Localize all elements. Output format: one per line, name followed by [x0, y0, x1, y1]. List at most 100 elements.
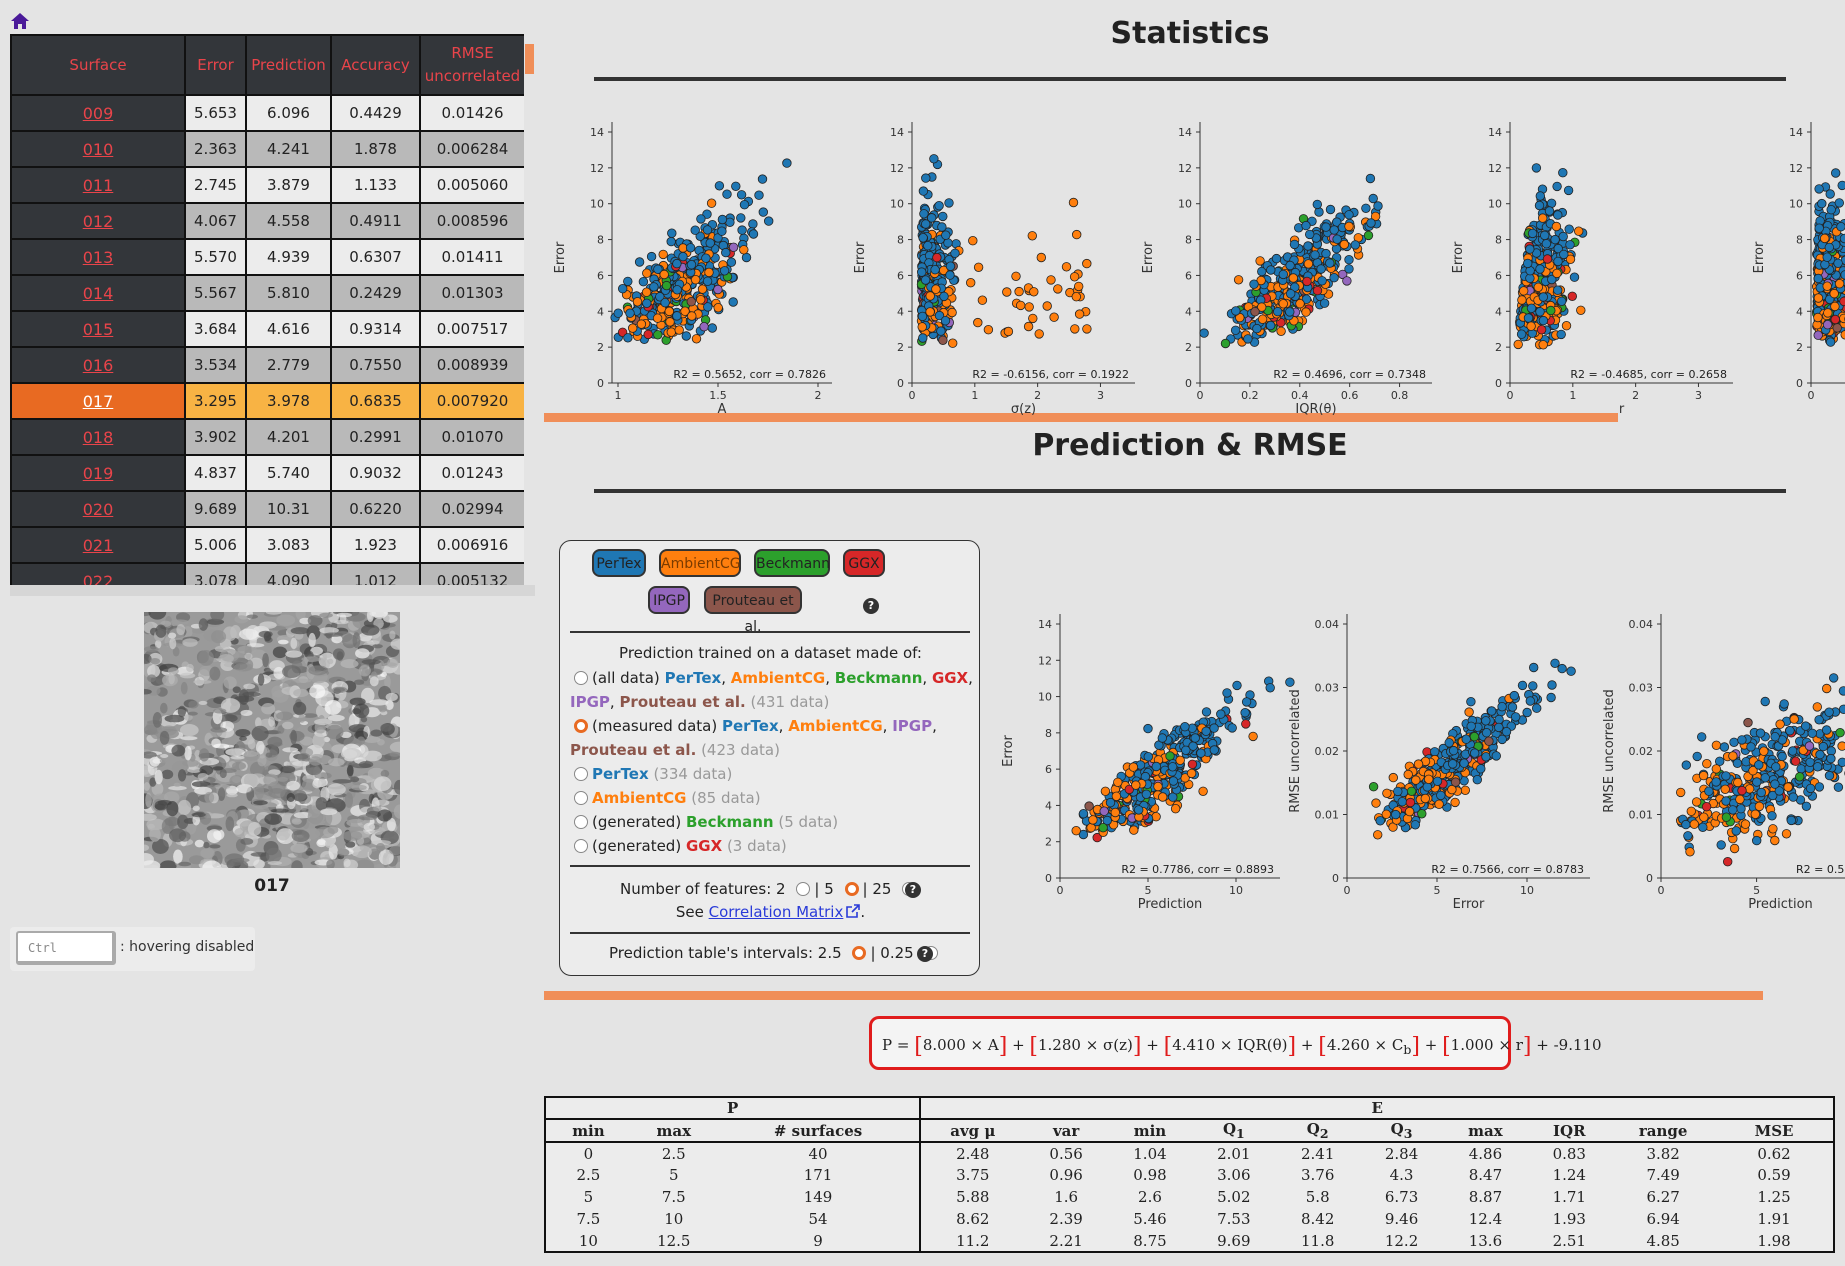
- data-point[interactable]: [1266, 265, 1276, 275]
- data-point[interactable]: [1729, 843, 1740, 854]
- data-point[interactable]: [658, 249, 668, 260]
- table-row[interactable]: 021 5.006 3.083 1.923 0.006916: [10, 526, 524, 564]
- data-point[interactable]: [713, 284, 723, 295]
- data-point[interactable]: [1837, 757, 1845, 767]
- data-point[interactable]: [1285, 260, 1295, 271]
- data-point[interactable]: [1768, 824, 1778, 834]
- features-5-radio[interactable]: [796, 882, 811, 896]
- data-point[interactable]: [1789, 714, 1799, 724]
- data-point[interactable]: [702, 209, 712, 219]
- data-point[interactable]: [1436, 790, 1446, 801]
- data-point[interactable]: [731, 181, 741, 192]
- data-point[interactable]: [1525, 696, 1536, 706]
- table-row[interactable]: 010 2.363 4.241 1.878 0.006284: [10, 130, 524, 168]
- data-point[interactable]: [1084, 801, 1094, 811]
- data-point[interactable]: [691, 334, 702, 344]
- data-point[interactable]: [1190, 733, 1200, 743]
- data-point[interactable]: [1573, 226, 1584, 236]
- data-point[interactable]: [934, 310, 945, 321]
- dataset-option[interactable]: AmbientCG (85 data): [574, 789, 761, 807]
- data-point[interactable]: [1249, 279, 1259, 289]
- features-25-radio[interactable]: [844, 882, 859, 896]
- data-point[interactable]: [625, 308, 635, 318]
- dataset-radio[interactable]: [574, 791, 588, 805]
- dataset-option[interactable]: (measured data) PerTex, AmbientCG, IPGP,: [574, 717, 937, 735]
- data-point[interactable]: [613, 308, 623, 318]
- data-point[interactable]: [1737, 735, 1747, 745]
- data-point[interactable]: [1537, 213, 1548, 223]
- data-point[interactable]: [1272, 306, 1283, 317]
- data-point[interactable]: [649, 282, 659, 292]
- surface-link[interactable]: 015: [82, 319, 114, 339]
- data-point[interactable]: [1373, 201, 1383, 211]
- data-point[interactable]: [947, 307, 957, 318]
- data-point[interactable]: [983, 325, 994, 335]
- data-point[interactable]: [930, 265, 940, 275]
- data-point[interactable]: [1397, 797, 1408, 807]
- data-point[interactable]: [642, 268, 652, 278]
- data-point[interactable]: [685, 243, 696, 253]
- data-point[interactable]: [1552, 268, 1562, 279]
- data-point[interactable]: [1131, 780, 1141, 790]
- data-point[interactable]: [1774, 786, 1785, 796]
- legend-chip-ambientcg[interactable]: AmbientCG: [659, 549, 741, 577]
- data-point[interactable]: [702, 225, 713, 235]
- data-point[interactable]: [1832, 323, 1842, 333]
- data-point[interactable]: [1248, 731, 1258, 742]
- data-point[interactable]: [1698, 822, 1708, 833]
- data-point[interactable]: [1405, 797, 1416, 808]
- data-point[interactable]: [918, 233, 928, 243]
- data-point[interactable]: [737, 225, 747, 235]
- data-point[interactable]: [923, 240, 933, 251]
- data-point[interactable]: [1143, 752, 1154, 762]
- data-point[interactable]: [714, 181, 725, 191]
- data-point[interactable]: [1481, 716, 1491, 726]
- surface-link[interactable]: 017: [82, 391, 114, 411]
- data-point[interactable]: [722, 189, 732, 199]
- data-point[interactable]: [1461, 734, 1471, 744]
- data-point[interactable]: [1813, 273, 1824, 284]
- data-point[interactable]: [1157, 733, 1168, 743]
- data-point[interactable]: [1754, 801, 1765, 812]
- data-point[interactable]: [1240, 708, 1250, 718]
- data-point[interactable]: [1824, 242, 1835, 253]
- data-point[interactable]: [1250, 307, 1260, 317]
- data-point[interactable]: [1316, 264, 1326, 274]
- data-point[interactable]: [1497, 702, 1507, 712]
- data-point[interactable]: [1735, 794, 1745, 805]
- data-point[interactable]: [1143, 723, 1153, 734]
- data-point[interactable]: [1691, 797, 1702, 807]
- data-point[interactable]: [748, 229, 759, 239]
- data-point[interactable]: [1813, 330, 1823, 340]
- data-point[interactable]: [1071, 826, 1081, 836]
- data-point[interactable]: [1826, 753, 1836, 764]
- data-point[interactable]: [739, 199, 750, 210]
- data-point[interactable]: [1168, 792, 1178, 802]
- data-point[interactable]: [706, 198, 717, 208]
- data-point[interactable]: [1271, 253, 1282, 264]
- data-point[interactable]: [1371, 798, 1381, 808]
- data-point[interactable]: [1533, 282, 1544, 293]
- data-point[interactable]: [1517, 295, 1527, 305]
- ctrl-key[interactable]: Ctrl: [16, 931, 116, 965]
- data-point[interactable]: [1450, 777, 1461, 787]
- data-point[interactable]: [1812, 702, 1823, 712]
- data-point[interactable]: [1233, 275, 1244, 285]
- data-point[interactable]: [1321, 248, 1331, 259]
- data-point[interactable]: [1728, 751, 1738, 761]
- data-point[interactable]: [1547, 680, 1557, 690]
- column-header[interactable]: Error: [184, 34, 247, 96]
- data-point[interactable]: [1522, 258, 1533, 269]
- data-point[interactable]: [1686, 806, 1697, 817]
- data-point[interactable]: [1729, 737, 1739, 748]
- data-point[interactable]: [1522, 707, 1532, 718]
- data-point[interactable]: [728, 242, 739, 253]
- data-point[interactable]: [1819, 233, 1830, 244]
- data-point[interactable]: [1813, 293, 1824, 303]
- data-point[interactable]: [764, 216, 774, 226]
- data-point[interactable]: [1821, 683, 1832, 694]
- data-point[interactable]: [1302, 276, 1312, 287]
- data-point[interactable]: [1829, 288, 1839, 299]
- data-point[interactable]: [1434, 799, 1444, 810]
- data-point[interactable]: [703, 302, 713, 312]
